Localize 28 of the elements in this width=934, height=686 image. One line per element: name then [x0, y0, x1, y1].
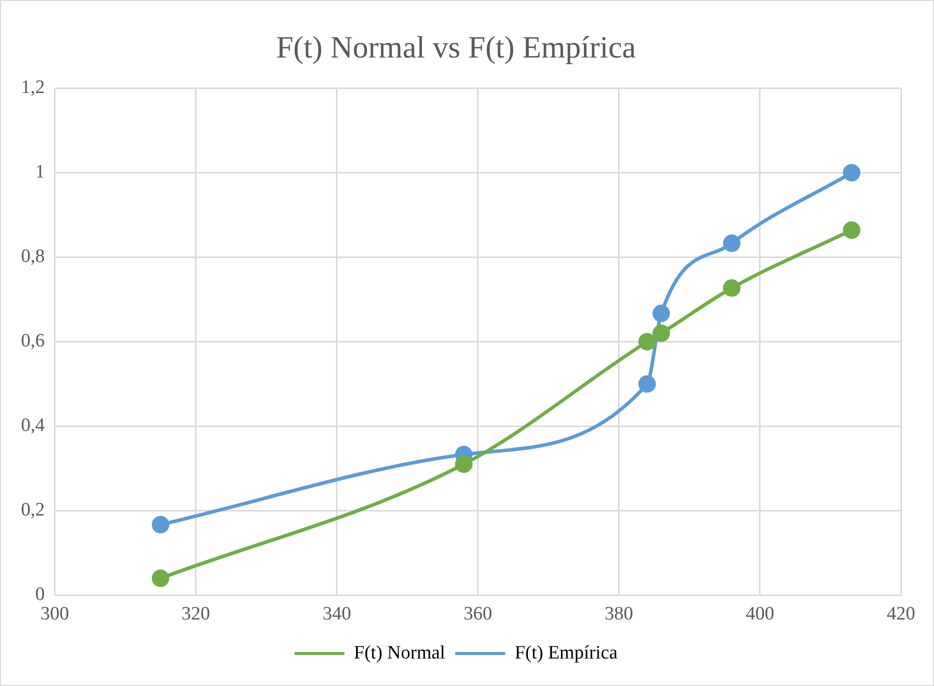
- y-tick-label: 1,2: [21, 77, 45, 98]
- y-tick-label: 0: [35, 584, 45, 606]
- point: [723, 279, 740, 297]
- x-tick-label: 400: [746, 604, 774, 625]
- x-tick-label: 300: [40, 604, 69, 625]
- y-tick-label: 1: [35, 162, 45, 183]
- chart-title: F(t) Normal vs F(t) Empírica: [276, 30, 636, 65]
- legend-label: F(t) Normal: [354, 642, 446, 664]
- point: [455, 455, 473, 473]
- y-tick-label: 0,2: [21, 500, 45, 521]
- y-tick-label: 0,6: [21, 330, 45, 352]
- point: [842, 164, 860, 182]
- point: [842, 221, 860, 239]
- point: [152, 570, 170, 588]
- y-tick-label: 0,8: [21, 246, 45, 268]
- point: [638, 375, 656, 393]
- y-tick-label: 0,4: [21, 415, 46, 436]
- point: [638, 332, 656, 350]
- point: [152, 516, 170, 534]
- legend-label: F(t) Empírica: [514, 642, 618, 664]
- x-tick-label: 380: [604, 604, 634, 625]
- point: [652, 324, 670, 342]
- x-tick-label: 360: [464, 604, 492, 625]
- point: [723, 234, 740, 252]
- x-tick-label: 340: [322, 604, 352, 625]
- x-tick-label: 320: [182, 604, 210, 625]
- x-tick-label: 420: [886, 604, 916, 625]
- point: [652, 304, 670, 322]
